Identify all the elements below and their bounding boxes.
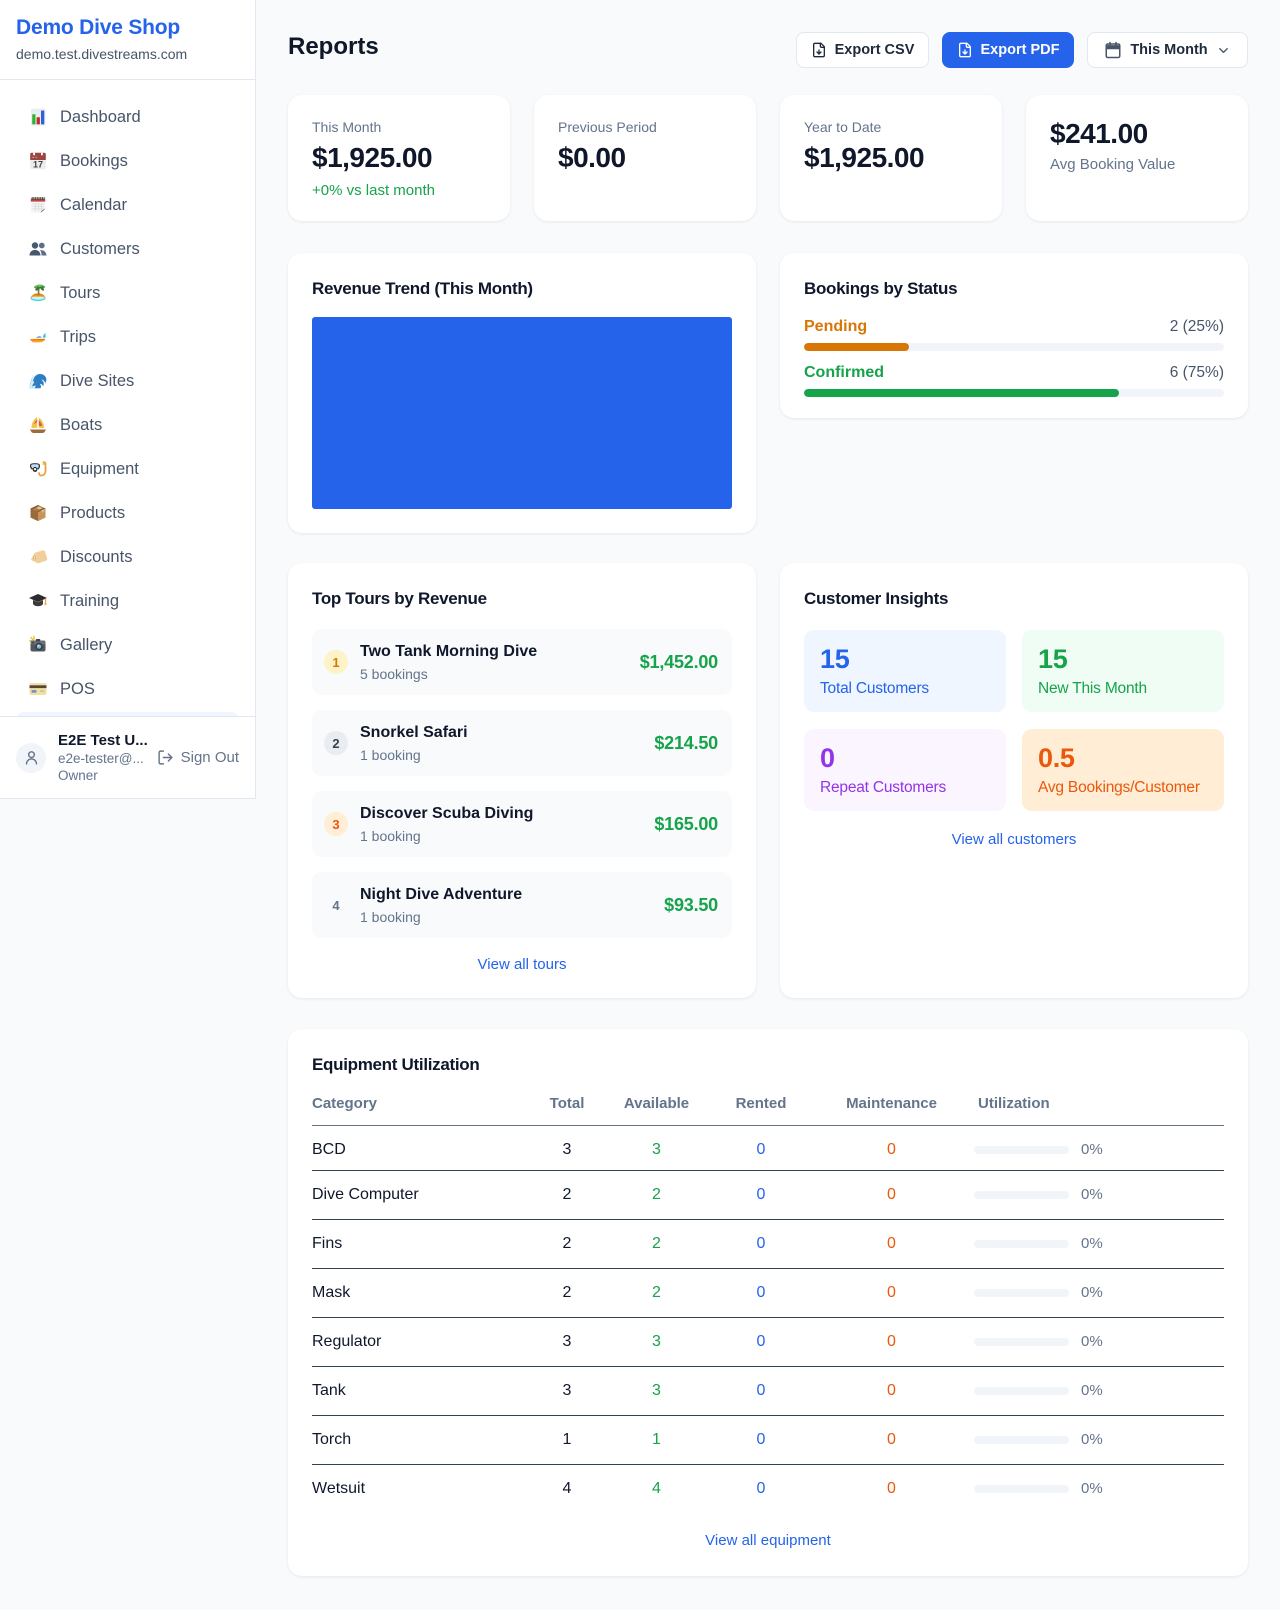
svg-text:17: 17 bbox=[33, 159, 43, 169]
